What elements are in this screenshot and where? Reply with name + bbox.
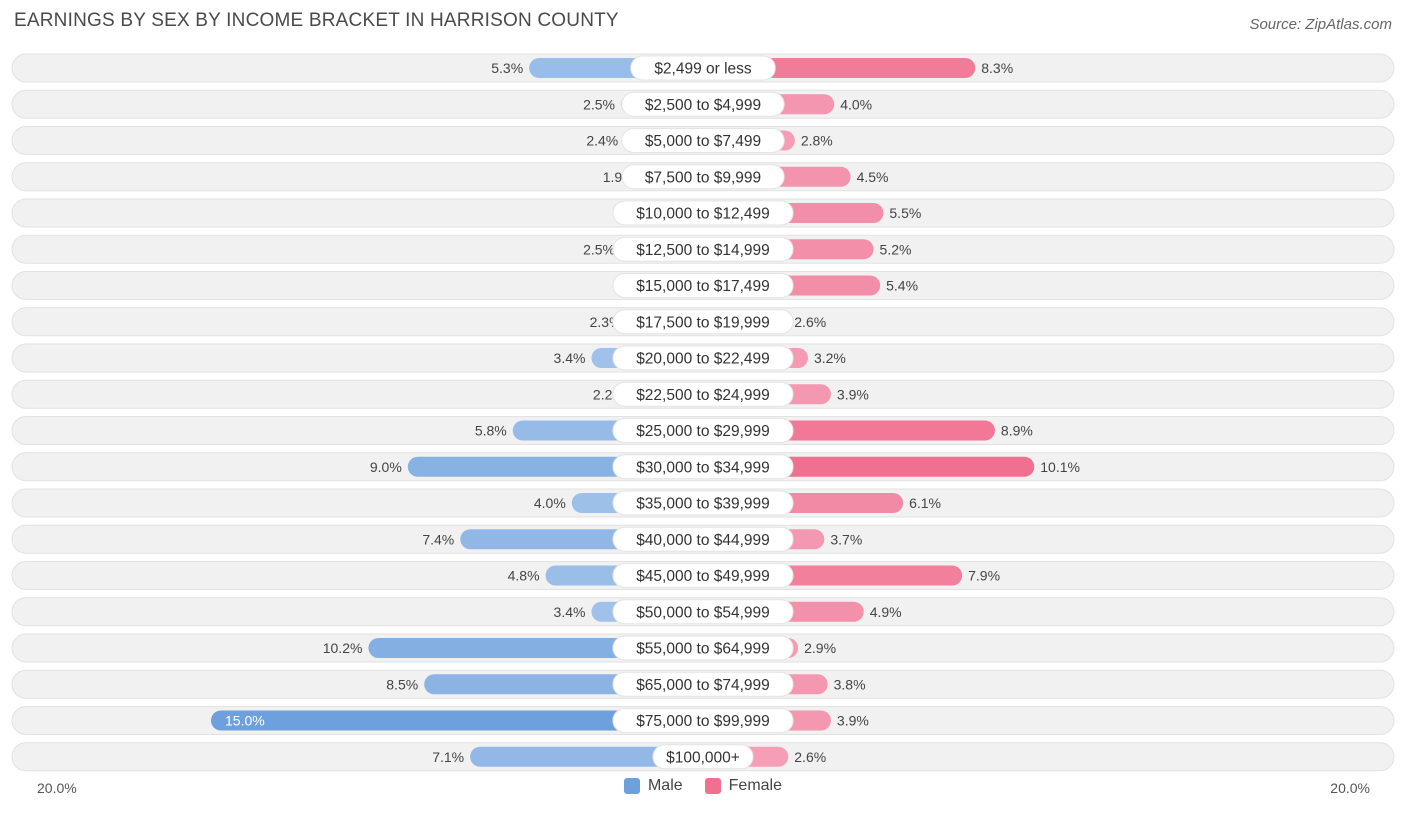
category-pill	[612, 708, 794, 733]
value-label-male: 7.1%	[432, 749, 464, 765]
category-pill	[612, 309, 794, 335]
value-label-male: 9.0%	[370, 459, 402, 475]
category-label: $35,000 to $39,999	[636, 496, 770, 513]
legend-item-female[interactable]: Female	[704, 777, 783, 795]
value-label-female: 3.2%	[814, 350, 846, 366]
value-label-female: 7.9%	[968, 568, 1000, 584]
chart-title: EARNINGS BY SEX BY INCOME BRACKET IN HAR…	[14, 10, 619, 31]
category-label: $45,000 to $49,999	[636, 568, 770, 585]
value-label-male: 2.5%	[583, 96, 615, 112]
category-label: $75,000 to $99,999	[636, 713, 770, 730]
category-label: $10,000 to $12,499	[636, 206, 770, 223]
bar-male	[211, 710, 703, 731]
value-label-female: 4.9%	[870, 604, 902, 620]
value-label-male: 2.4%	[586, 133, 618, 149]
category-label: $50,000 to $54,999	[636, 604, 770, 621]
legend-label-male: Male	[647, 777, 683, 794]
category-pill	[612, 526, 794, 552]
legend-item-male[interactable]: Male	[623, 777, 683, 795]
category-label: $7,500 to $9,999	[645, 169, 761, 186]
category-label: $20,000 to $22,499	[636, 351, 770, 368]
value-label-female: 5.5%	[889, 205, 921, 221]
category-pill	[630, 55, 776, 81]
value-label-female: 8.3%	[981, 60, 1013, 76]
source-note: Source: ZipAtlas.com	[1249, 16, 1392, 33]
value-label-female: 2.6%	[794, 749, 826, 765]
category-pill	[612, 563, 794, 588]
category-label: $55,000 to $64,999	[636, 641, 770, 658]
legend: Male Female	[0, 777, 1406, 795]
category-label: $100,000+	[666, 749, 740, 766]
value-label-male: 4.0%	[534, 495, 566, 511]
value-label-male: 7.4%	[422, 531, 454, 547]
value-label-female: 6.1%	[909, 495, 941, 511]
category-label: $40,000 to $44,999	[636, 532, 770, 549]
value-label-female: 4.5%	[857, 169, 889, 185]
value-label-female: 8.9%	[1001, 423, 1033, 439]
value-label-female: 5.4%	[886, 278, 918, 294]
value-label-female: 3.9%	[837, 386, 869, 402]
value-label-male: 5.3%	[491, 60, 523, 76]
legend-swatch-male	[623, 778, 640, 794]
legend-label-female: Female	[728, 777, 783, 794]
value-label-female: 2.8%	[801, 133, 833, 149]
value-label-female: 5.2%	[880, 241, 912, 257]
value-label-male: 3.4%	[554, 350, 586, 366]
category-pill	[612, 454, 794, 480]
value-label-female: 3.7%	[830, 531, 862, 547]
legend-swatch-female	[704, 778, 721, 794]
bar-chart: 5.3% 8.3% $2,499 or less 2.5% 4.0% $2,500 to …	[11, 53, 1395, 772]
axis-left-label: 20.0%	[37, 780, 77, 796]
value-label-female: 3.9%	[837, 713, 869, 729]
category-label: $12,500 to $14,999	[636, 242, 770, 259]
category-pill	[612, 345, 794, 371]
category-label: $22,500 to $24,999	[636, 387, 770, 404]
category-label: $2,499 or less	[654, 61, 752, 78]
category-pill	[612, 490, 794, 516]
category-label: $65,000 to $74,999	[636, 677, 770, 694]
category-pill	[621, 91, 785, 117]
category-pill	[612, 671, 794, 697]
category-pill	[621, 128, 785, 153]
category-pill	[612, 236, 794, 262]
category-pill	[612, 381, 794, 407]
value-label-male: 3.4%	[554, 604, 586, 620]
category-pill	[612, 599, 794, 625]
value-label-female: 4.0%	[840, 96, 872, 112]
category-label: $5,000 to $7,499	[645, 133, 761, 150]
category-pill	[652, 744, 754, 770]
value-label-male: 5.8%	[475, 423, 507, 439]
value-label-male: 2.5%	[583, 241, 615, 257]
category-pill	[621, 164, 785, 190]
category-label: $30,000 to $34,999	[636, 459, 770, 476]
category-label: $15,000 to $17,499	[636, 278, 770, 295]
category-pill	[612, 418, 794, 443]
bar-male	[470, 746, 703, 767]
value-label-female: 3.8%	[834, 676, 866, 692]
category-pill	[612, 273, 794, 298]
category-label: $17,500 to $19,999	[636, 314, 770, 331]
category-label: $25,000 to $29,999	[636, 423, 770, 440]
value-label-female: 2.9%	[804, 640, 836, 656]
value-label-male: 15.0%	[225, 713, 265, 729]
value-label-female: 10.1%	[1040, 459, 1080, 475]
value-label-female: 2.6%	[794, 314, 826, 330]
value-label-male: 10.2%	[323, 640, 363, 656]
category-pill	[612, 635, 794, 661]
category-label: $2,500 to $4,999	[645, 97, 761, 114]
axis-right-label: 20.0%	[1330, 780, 1370, 796]
value-label-male: 8.5%	[386, 676, 418, 692]
value-label-male: 4.8%	[508, 568, 540, 584]
category-pill	[612, 200, 794, 226]
